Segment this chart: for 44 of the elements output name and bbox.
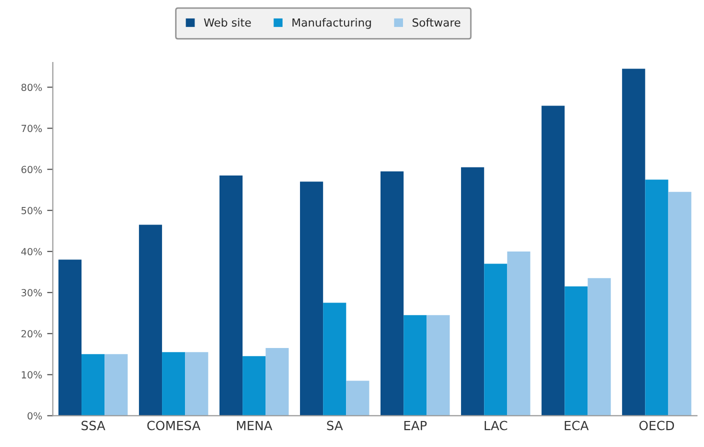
bar xyxy=(185,352,208,416)
x-tick-label: COMESA xyxy=(147,420,200,430)
bar xyxy=(404,315,427,416)
y-tick-label: 80% xyxy=(21,84,42,92)
bar xyxy=(542,106,565,416)
y-tick-label: 0% xyxy=(28,412,42,420)
bar xyxy=(622,68,646,416)
bar xyxy=(138,224,162,416)
y-tick-label: 10% xyxy=(22,371,42,378)
bar xyxy=(346,380,370,416)
y-tick-label: 50% xyxy=(22,206,42,214)
bar xyxy=(645,180,668,416)
legend-label: Software xyxy=(412,18,460,27)
bar xyxy=(564,286,588,416)
bar xyxy=(426,315,450,416)
x-tick-label: MENA xyxy=(237,420,272,430)
bar xyxy=(300,182,324,416)
bar xyxy=(219,176,243,416)
bar xyxy=(104,354,128,416)
x-tick-label: ECA xyxy=(564,420,589,430)
bar xyxy=(82,354,105,416)
bar xyxy=(58,260,82,416)
x-tick-label: EAP xyxy=(404,420,427,430)
y-tick-label: 40% xyxy=(21,248,42,256)
y-tick-label: 70% xyxy=(22,124,42,132)
x-tick-label: SA xyxy=(327,420,343,430)
legend-label: Manufacturing xyxy=(292,18,371,29)
bar xyxy=(461,167,484,416)
bar xyxy=(242,356,266,416)
bar xyxy=(484,264,508,416)
y-tick-label: 60% xyxy=(21,166,42,174)
bar xyxy=(266,348,289,416)
bar xyxy=(162,352,186,416)
bar xyxy=(507,251,530,416)
y-tick-label: 30% xyxy=(22,289,42,296)
x-tick-label: LAC xyxy=(484,420,508,430)
y-tick-label: 20% xyxy=(21,330,42,338)
bar xyxy=(323,302,346,416)
bar xyxy=(588,278,611,416)
legend-label: Web site xyxy=(204,18,251,27)
x-tick-label: SSA xyxy=(82,420,106,430)
bar xyxy=(668,192,692,416)
x-tick-label: OECD xyxy=(639,420,674,430)
bar xyxy=(380,171,404,416)
